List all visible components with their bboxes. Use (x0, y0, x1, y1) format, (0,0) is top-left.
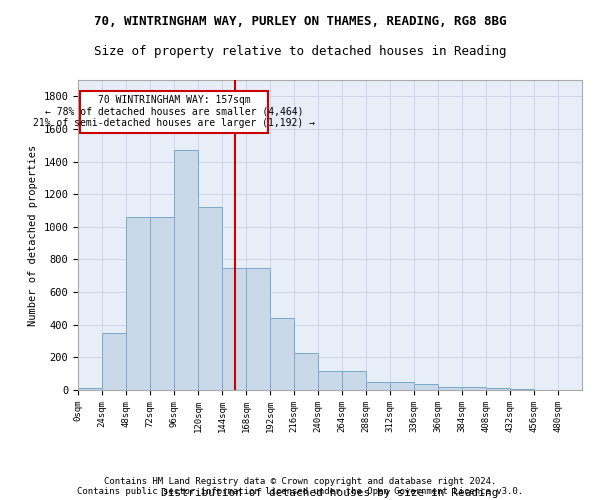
Bar (271, 318, 293, 390)
Bar (463, 386, 485, 390)
Text: ← 78% of detached houses are smaller (4,464): ← 78% of detached houses are smaller (4,… (45, 106, 303, 116)
Bar (511, 389, 533, 390)
Bar (103, 333, 125, 390)
Bar (199, 208, 221, 390)
Text: 70 WINTRINGHAM WAY: 157sqm: 70 WINTRINGHAM WAY: 157sqm (98, 94, 250, 104)
Bar (367, 382, 389, 390)
Bar (487, 388, 509, 390)
Bar (319, 371, 341, 390)
X-axis label: Distribution of detached houses by size in Reading: Distribution of detached houses by size … (161, 488, 499, 498)
Text: 21% of semi-detached houses are larger (1,192) →: 21% of semi-detached houses are larger (… (33, 118, 315, 128)
Bar (415, 384, 437, 390)
Bar (439, 386, 461, 390)
FancyBboxPatch shape (80, 92, 268, 132)
Text: Size of property relative to detached houses in Reading: Size of property relative to detached ho… (94, 45, 506, 58)
Bar (343, 371, 365, 390)
Bar (175, 150, 197, 390)
Bar (295, 354, 317, 390)
Bar (127, 217, 149, 390)
Bar (391, 382, 413, 390)
Bar (247, 268, 269, 390)
Bar (151, 217, 173, 390)
Y-axis label: Number of detached properties: Number of detached properties (28, 144, 38, 326)
Bar (79, 388, 101, 390)
Text: Contains HM Land Registry data © Crown copyright and database right 2024.: Contains HM Land Registry data © Crown c… (104, 477, 496, 486)
Bar (223, 268, 245, 390)
Text: Contains public sector information licensed under the Open Government Licence v3: Contains public sector information licen… (77, 487, 523, 496)
Text: 70, WINTRINGHAM WAY, PURLEY ON THAMES, READING, RG8 8BG: 70, WINTRINGHAM WAY, PURLEY ON THAMES, R… (94, 15, 506, 28)
